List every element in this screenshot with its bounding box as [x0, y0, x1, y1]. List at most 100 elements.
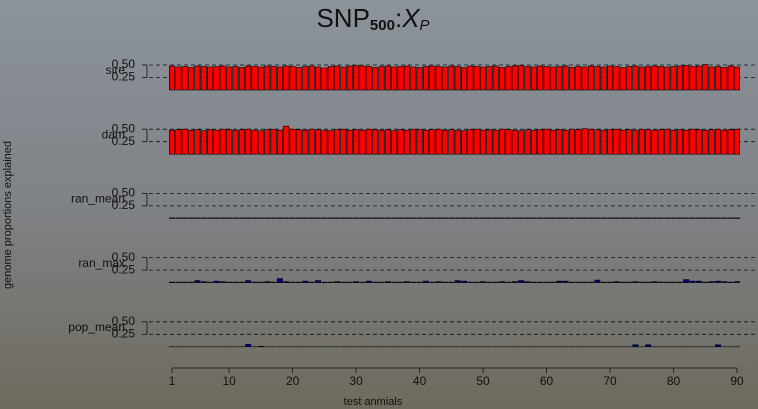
bar	[245, 281, 250, 283]
bar	[487, 130, 492, 155]
bar	[195, 66, 200, 90]
bar	[347, 66, 352, 90]
bar	[366, 129, 371, 154]
bar	[601, 282, 606, 283]
bar	[334, 282, 339, 283]
bar	[645, 67, 650, 91]
bar	[550, 130, 555, 154]
bar	[576, 218, 581, 219]
bar	[455, 130, 460, 154]
panel-label: pop_mean	[68, 320, 125, 334]
bar	[379, 67, 384, 91]
bar	[201, 282, 206, 283]
bar	[360, 130, 365, 154]
bar	[582, 218, 587, 219]
bar	[214, 67, 219, 91]
bar	[258, 131, 263, 155]
bar	[182, 129, 187, 154]
bar	[353, 218, 358, 219]
bar	[322, 130, 327, 154]
bar	[277, 130, 282, 154]
bar	[341, 282, 346, 283]
bar	[252, 218, 257, 219]
bar	[531, 218, 536, 219]
bar	[315, 218, 320, 219]
bar	[201, 131, 206, 155]
bar	[728, 218, 733, 219]
bar	[518, 66, 523, 91]
bar	[455, 281, 460, 283]
bar	[201, 218, 206, 219]
bar	[239, 218, 244, 219]
bar	[245, 129, 250, 154]
bar	[538, 130, 543, 155]
bar	[411, 67, 416, 90]
bar	[379, 218, 384, 219]
bar	[461, 68, 466, 91]
bar	[474, 67, 479, 91]
bar	[487, 67, 492, 91]
bar	[360, 282, 365, 283]
bar	[722, 282, 727, 283]
chart: SNP500:XP test anmials genome proportion…	[0, 0, 758, 409]
bar	[493, 130, 498, 154]
bar	[677, 218, 682, 219]
bar	[182, 282, 187, 283]
bar	[372, 130, 377, 155]
bar	[715, 67, 720, 91]
bar	[487, 282, 492, 283]
bar	[188, 218, 193, 219]
bar	[220, 282, 225, 283]
panel-label: sire	[106, 63, 126, 77]
panel-label: ran_mean	[71, 192, 125, 206]
bar	[645, 345, 650, 347]
bar	[468, 218, 473, 219]
bar	[404, 130, 409, 154]
bar	[290, 282, 295, 283]
bar	[563, 218, 568, 219]
bar	[645, 130, 650, 155]
bar	[544, 218, 549, 219]
bar	[391, 67, 396, 90]
x-tick-label: 90	[730, 374, 744, 388]
bar	[372, 282, 377, 283]
bar	[607, 66, 612, 90]
bar	[284, 66, 289, 90]
bar	[658, 67, 663, 91]
bar	[391, 131, 396, 155]
bar	[347, 282, 352, 283]
bar	[633, 130, 638, 154]
bar	[626, 282, 631, 283]
bar	[372, 68, 377, 91]
bar	[385, 66, 390, 90]
bar	[226, 282, 231, 283]
bar	[455, 67, 460, 91]
bar	[417, 68, 422, 91]
bar	[626, 67, 631, 91]
bar	[703, 282, 708, 283]
bar	[499, 68, 504, 91]
bar	[671, 282, 676, 283]
bar	[341, 218, 346, 219]
bar	[722, 218, 727, 219]
bar	[620, 68, 625, 91]
bar	[449, 282, 454, 283]
bar	[703, 130, 708, 154]
bar	[398, 218, 403, 219]
bar	[728, 130, 733, 155]
bar	[423, 67, 428, 91]
bar	[176, 130, 181, 155]
bar	[664, 218, 669, 219]
bar	[417, 218, 422, 219]
bar	[709, 282, 714, 283]
bar	[309, 129, 314, 154]
bar	[684, 218, 689, 219]
bar	[601, 67, 606, 90]
bar	[734, 67, 739, 90]
bar	[671, 130, 676, 154]
bar	[512, 218, 517, 219]
bar	[455, 218, 460, 219]
bar	[652, 130, 657, 154]
x-tick-label: 60	[540, 374, 554, 388]
bar	[277, 67, 282, 90]
